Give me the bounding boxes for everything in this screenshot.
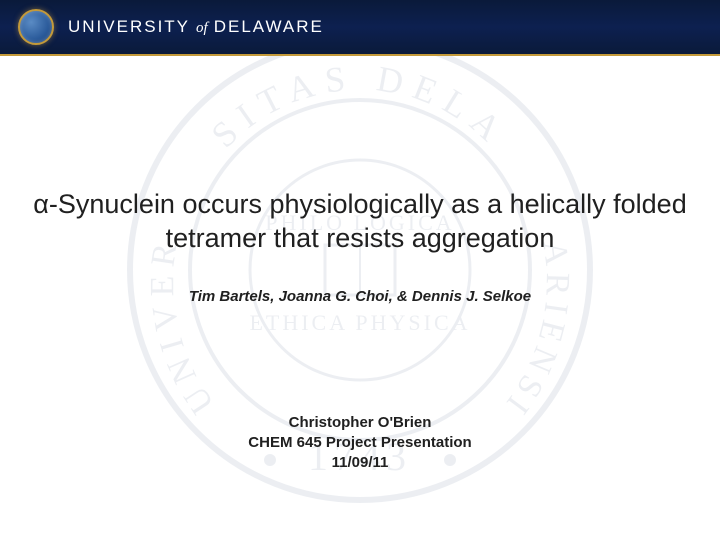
presenter-name: Christopher O'Brien [0,413,720,433]
header-bar: UNIVERSITY of DELAWARE [0,0,720,54]
presentation-date: 11/09/11 [0,453,720,473]
slide-content: α-Synuclein occurs physiologically as a … [0,54,720,473]
university-name-part2: DELAWARE [214,17,324,37]
university-name-part1: UNIVERSITY [68,17,190,37]
course-line: CHEM 645 Project Presentation [0,433,720,453]
university-name: UNIVERSITY of DELAWARE [68,17,324,37]
presenter-block: Christopher O'Brien CHEM 645 Project Pre… [0,413,720,474]
university-name-of: of [196,20,208,37]
university-seal-icon [18,9,54,45]
paper-authors: Tim Bartels, Joanna G. Choi, & Dennis J.… [0,288,720,305]
slide-title: α-Synuclein occurs physiologically as a … [0,188,720,256]
